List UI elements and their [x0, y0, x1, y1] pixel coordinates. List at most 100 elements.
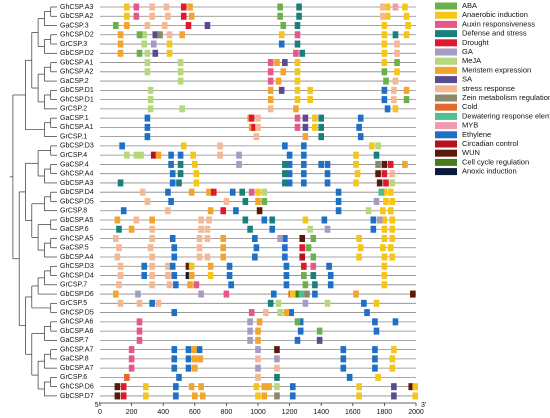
element-box [220, 207, 227, 215]
element-box [150, 40, 157, 48]
element-box [392, 31, 399, 39]
element-box [149, 253, 155, 261]
element-box [275, 299, 282, 307]
gene-label: GrCSP.2 [60, 106, 87, 113]
element-box [165, 207, 171, 215]
element-box [143, 392, 149, 400]
x-tick-label: 2000 [408, 409, 424, 416]
element-box [128, 346, 135, 354]
element-box [275, 77, 282, 85]
element-box [171, 346, 178, 354]
gene-label: GhCSP.A4 [60, 171, 93, 178]
element-box [233, 207, 239, 215]
element-box [133, 216, 140, 224]
element-box [198, 225, 204, 233]
element-box [144, 123, 151, 131]
element-box [198, 216, 204, 224]
element-box [144, 68, 151, 76]
element-box [133, 12, 140, 20]
element-box [294, 114, 301, 122]
element-box [166, 40, 173, 48]
element-box [179, 105, 185, 113]
element-box [204, 22, 211, 30]
element-box [256, 318, 263, 326]
element-box [169, 235, 176, 242]
element-box [381, 31, 388, 39]
element-box [282, 244, 288, 252]
element-box [198, 383, 204, 391]
element-box [223, 290, 230, 298]
x-tick-label: 800 [221, 409, 233, 416]
element-box [177, 160, 184, 168]
legend-label: GA [462, 47, 473, 56]
element-box [165, 12, 171, 20]
element-box [141, 272, 148, 280]
element-box [177, 151, 184, 159]
gene-label: GaCSP.2 [60, 78, 89, 85]
element-box [294, 96, 301, 104]
element-box [389, 253, 396, 261]
element-box [185, 22, 192, 30]
element-box [117, 40, 124, 48]
element-box [365, 207, 372, 215]
element-box [298, 290, 305, 298]
legend-swatch [435, 149, 457, 157]
element-box [375, 373, 381, 381]
element-box [274, 373, 280, 381]
element-box [392, 77, 399, 85]
element-box [282, 142, 288, 150]
element-box [324, 225, 331, 233]
element-box [274, 383, 280, 391]
element-box [403, 96, 410, 104]
legend-label: Anoxic induction [462, 167, 517, 176]
element-box [361, 299, 367, 307]
element-box [149, 272, 155, 280]
element-box [305, 244, 312, 252]
element-box [391, 96, 397, 104]
element-box [144, 133, 151, 141]
element-box [210, 188, 217, 196]
element-box [149, 12, 155, 20]
element-box [119, 142, 125, 150]
element-box [196, 253, 203, 261]
element-box [157, 31, 163, 39]
element-box [381, 225, 388, 233]
element-box [255, 336, 261, 344]
element-box [165, 262, 171, 270]
element-box [335, 207, 342, 215]
element-box [384, 3, 391, 11]
element-box [128, 225, 135, 233]
element-box [412, 392, 419, 400]
element-box [389, 170, 396, 178]
element-box [280, 22, 287, 30]
gene-label: GaCSP.3 [60, 22, 89, 29]
element-box [267, 77, 274, 85]
element-box [226, 272, 233, 280]
element-box [310, 262, 317, 270]
element-box [310, 272, 317, 280]
element-box [280, 68, 287, 76]
element-box [321, 216, 328, 224]
element-box [177, 59, 184, 67]
element-box [389, 216, 396, 224]
element-box [381, 68, 388, 76]
gene-label: GrCSP.5 [60, 300, 87, 307]
element-box [357, 244, 364, 252]
legend-label: MeJA [462, 56, 481, 65]
element-box [206, 188, 212, 196]
element-box [261, 383, 268, 391]
gene-label: GbCSP.A5 [60, 217, 93, 224]
element-box [116, 281, 122, 289]
element-box [288, 309, 294, 317]
element-box [286, 179, 293, 187]
element-box [318, 133, 324, 141]
element-box [124, 3, 130, 11]
gene-label: GhCSP.A5 [60, 235, 93, 242]
element-box [190, 151, 197, 159]
element-box [297, 318, 304, 326]
element-box [301, 142, 307, 150]
element-box [384, 105, 391, 113]
element-box [217, 151, 223, 159]
element-box [176, 373, 182, 381]
gene-label: GhCSP.D3 [60, 263, 94, 270]
